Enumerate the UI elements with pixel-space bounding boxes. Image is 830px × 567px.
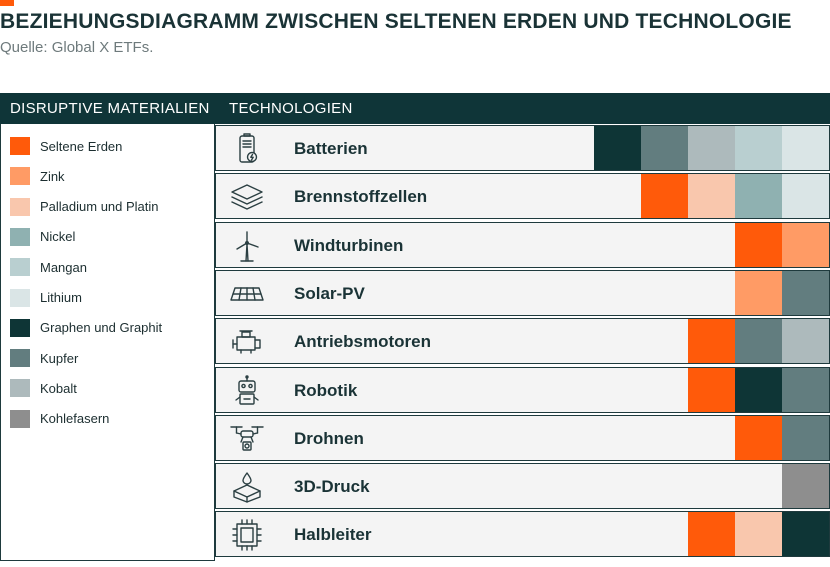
material-cell bbox=[782, 464, 829, 509]
legend-item: Mangan bbox=[10, 257, 87, 277]
legend-swatch bbox=[10, 409, 30, 428]
legend-label: Kohlefasern bbox=[40, 411, 110, 427]
material-cell bbox=[688, 319, 735, 364]
material-cell bbox=[782, 174, 829, 219]
legend-swatch bbox=[10, 379, 30, 398]
material-cell bbox=[735, 270, 782, 315]
title-accent-bar bbox=[0, 0, 14, 6]
robot-icon bbox=[229, 374, 265, 407]
legend-label: Graphen und Graphit bbox=[40, 320, 163, 336]
legend-item: Graphen und Graphit bbox=[10, 318, 162, 338]
technology-rows: Batterien Brennstoffzellen Windturbinen Sol… bbox=[215, 124, 830, 561]
technology-label: Robotik bbox=[294, 380, 358, 400]
technology-label: Halbleiter bbox=[294, 525, 372, 545]
3d-print-icon bbox=[229, 471, 265, 503]
technology-label: Antriebsmotoren bbox=[294, 332, 431, 352]
legend-swatch bbox=[10, 349, 30, 368]
material-cell bbox=[782, 126, 829, 170]
technology-label: Windturbinen bbox=[294, 235, 404, 255]
technology-label: Solar-PV bbox=[294, 283, 365, 303]
drone-icon bbox=[229, 423, 265, 455]
engine-icon bbox=[229, 326, 265, 358]
legend-label: Palladium und Platin bbox=[40, 199, 159, 215]
legend-swatch bbox=[10, 288, 30, 307]
material-cell bbox=[735, 222, 782, 267]
legend-swatch bbox=[10, 137, 30, 155]
material-cell bbox=[688, 367, 735, 412]
legend-label: Lithium bbox=[40, 290, 82, 305]
technology-row: 3D-Druck bbox=[215, 463, 830, 510]
legend-item: Palladium und Platin bbox=[10, 197, 159, 217]
legend-label: Zink bbox=[40, 168, 65, 184]
legend-label: Kobalt bbox=[40, 380, 77, 396]
material-cell bbox=[641, 174, 688, 219]
material-cell bbox=[782, 222, 829, 267]
material-cell bbox=[641, 126, 688, 170]
material-cell bbox=[735, 512, 782, 557]
material-cell bbox=[688, 512, 735, 557]
legend-item: Nickel bbox=[10, 227, 75, 247]
technology-row: Solar-PV bbox=[215, 269, 830, 316]
legend-item: Kohlefasern bbox=[10, 409, 109, 429]
technology-row: Antriebsmotoren bbox=[215, 318, 830, 365]
layers-icon bbox=[229, 181, 265, 213]
header-technologies: TECHNOLOGIEN bbox=[229, 100, 353, 117]
material-cell bbox=[782, 319, 829, 364]
material-cell bbox=[735, 174, 782, 219]
material-cell bbox=[735, 415, 782, 460]
legend-label: Nickel bbox=[40, 229, 76, 245]
technology-row: Drohnen bbox=[215, 414, 830, 461]
material-cell bbox=[782, 367, 829, 412]
technology-row: Windturbinen bbox=[215, 221, 830, 268]
technology-row: Halbleiter bbox=[215, 511, 830, 558]
material-cell bbox=[782, 270, 829, 315]
material-cell bbox=[688, 174, 735, 219]
legend-label: Kupfer bbox=[40, 350, 79, 366]
table-header: DISRUPTIVE MATERIALIEN TECHNOLOGIEN bbox=[0, 93, 830, 124]
material-cell bbox=[594, 126, 641, 170]
technology-label: Batterien bbox=[294, 139, 368, 158]
legend-item: Kobalt bbox=[10, 378, 77, 398]
legend-swatch bbox=[10, 258, 30, 277]
legend-swatch bbox=[10, 197, 30, 216]
technology-label: Brennstoffzellen bbox=[294, 187, 428, 207]
material-cell bbox=[782, 512, 829, 557]
legend-item: Zink bbox=[10, 166, 65, 186]
legend-swatch bbox=[10, 227, 30, 246]
wind-turbine-icon bbox=[229, 230, 265, 262]
legend-label: Seltene Erden bbox=[40, 138, 123, 154]
material-cell bbox=[735, 367, 782, 412]
source-note: Quelle: Global X ETFs. bbox=[0, 39, 154, 56]
technology-row: Batterien bbox=[215, 125, 830, 171]
solar-panel-icon bbox=[229, 278, 265, 310]
legend-item: Kupfer bbox=[10, 348, 78, 368]
technology-label: Drohnen bbox=[294, 428, 364, 448]
legend-swatch bbox=[10, 167, 30, 186]
material-cell bbox=[688, 126, 735, 170]
technology-row: Robotik bbox=[215, 366, 830, 413]
technology-label: 3D-Druck bbox=[294, 477, 370, 497]
battery-icon bbox=[229, 133, 265, 165]
technology-row: Brennstoffzellen bbox=[215, 173, 830, 220]
material-cell bbox=[782, 415, 829, 460]
chip-icon bbox=[229, 519, 265, 552]
header-materials: DISRUPTIVE MATERIALIEN bbox=[10, 100, 210, 117]
page-title: BEZIEHUNGSDIAGRAMM ZWISCHEN SELTENEN ERD… bbox=[0, 10, 792, 33]
legend-item: Lithium bbox=[10, 288, 82, 308]
materials-legend: Seltene Erden Zink Palladium und Platin Nic… bbox=[0, 124, 215, 561]
material-cell bbox=[735, 126, 782, 170]
legend-swatch bbox=[10, 318, 30, 337]
material-cell bbox=[735, 319, 782, 364]
legend-label: Mangan bbox=[40, 259, 87, 275]
legend-item: Seltene Erden bbox=[10, 136, 122, 156]
